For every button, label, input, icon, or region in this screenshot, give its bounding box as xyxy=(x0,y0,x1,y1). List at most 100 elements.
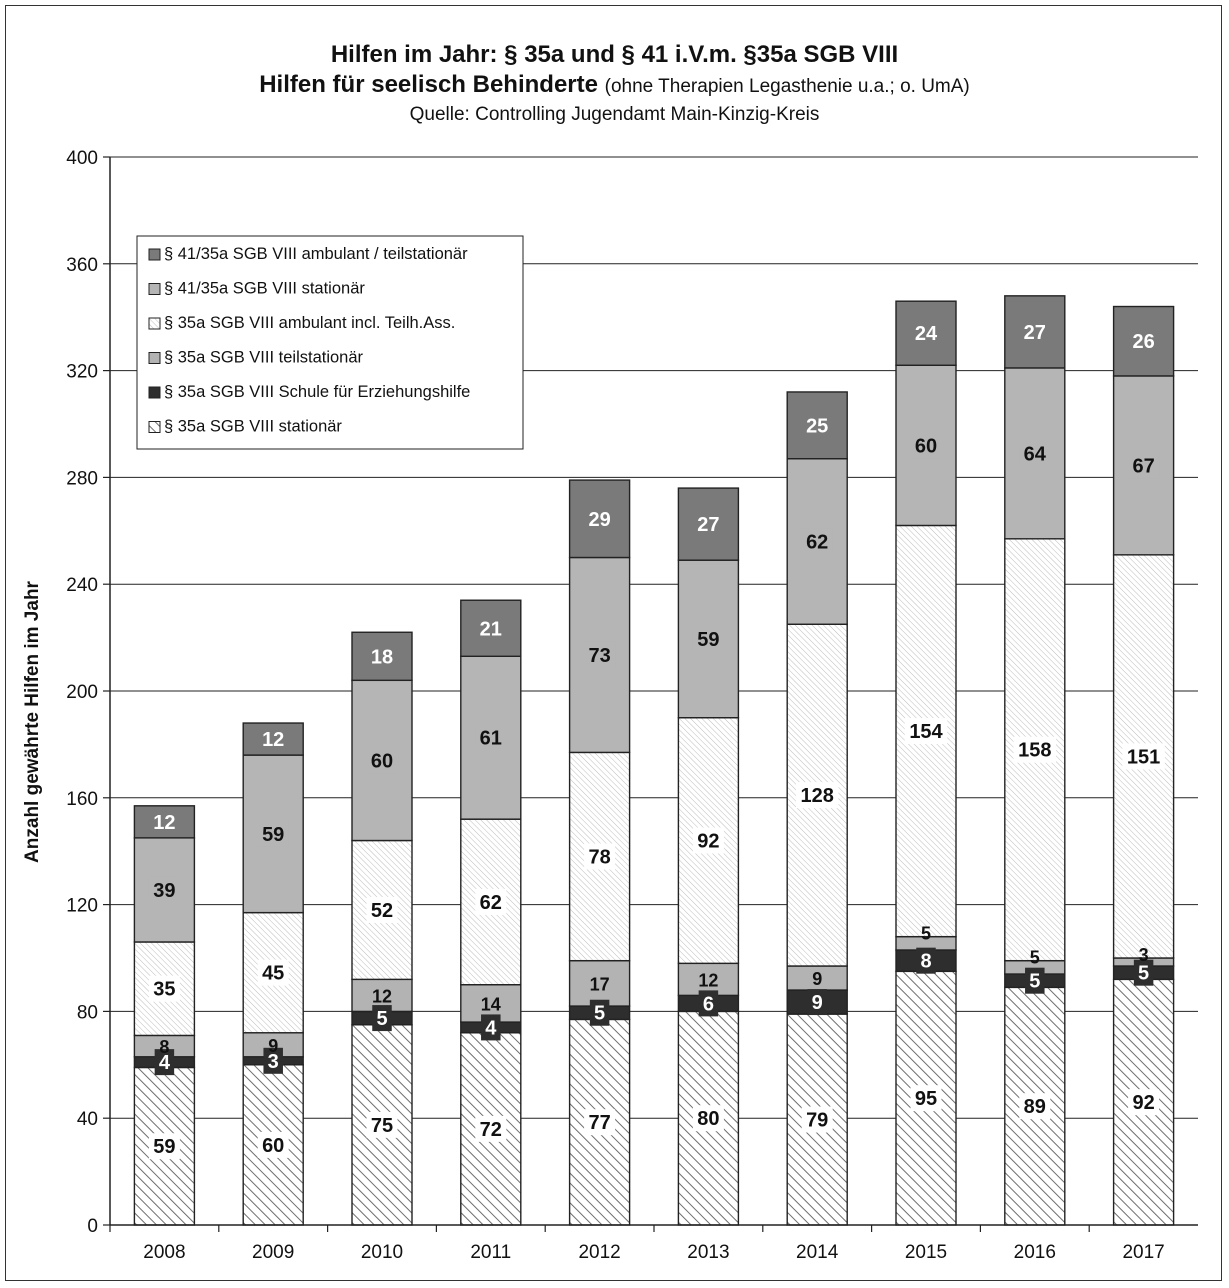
bars xyxy=(133,295,1175,1226)
data-label: 6 xyxy=(703,993,714,1015)
data-label: 35 xyxy=(153,979,175,1001)
chart-subtitle-note: (ohne Therapien Legasthenie u.a.; o. UmA… xyxy=(604,76,970,97)
data-label: 62 xyxy=(806,531,828,553)
data-label: 62 xyxy=(480,892,502,914)
legend-swatch xyxy=(148,317,161,330)
data-label: 27 xyxy=(1024,322,1046,344)
x-tick-label: 2010 xyxy=(361,1242,403,1263)
data-label: 79 xyxy=(806,1110,828,1132)
data-label: 27 xyxy=(697,514,719,536)
legend: § 41/35a SGB VIII ambulant / teilstation… xyxy=(136,235,524,450)
legend-swatch xyxy=(148,283,161,295)
data-label: 29 xyxy=(588,509,610,531)
data-label: 14 xyxy=(481,994,501,1014)
data-label: 75 xyxy=(371,1115,393,1137)
data-label: 61 xyxy=(480,728,502,750)
data-label-bg xyxy=(584,1109,616,1136)
y-tick-label: 240 xyxy=(66,575,98,596)
data-label: 128 xyxy=(801,785,834,807)
data-label-bg xyxy=(366,1111,398,1138)
data-label: 9 xyxy=(268,1036,278,1056)
chart-title-block: Hilfen im Jahr: § 35a und § 41 i.V.m. §3… xyxy=(0,40,1229,128)
chart-subtitle-bold: Hilfen für seelisch Behinderte xyxy=(259,71,598,98)
data-label: 59 xyxy=(697,629,719,651)
data-label-bg xyxy=(1133,959,1154,986)
data-label: 4 xyxy=(485,1017,497,1039)
data-label-bg xyxy=(257,959,289,986)
chart-subtitle: Hilfen für seelisch Behinderte (ohne The… xyxy=(0,70,1229,102)
x-tick-label: 2011 xyxy=(470,1242,511,1263)
legend-entry: § 35a SGB VIII stationär xyxy=(164,418,342,436)
data-label: 89 xyxy=(1024,1096,1046,1118)
data-label-bg xyxy=(910,1085,942,1112)
data-label: 8 xyxy=(159,1037,169,1057)
y-tick-label: 280 xyxy=(66,468,98,489)
x-tick-label: 2017 xyxy=(1122,1242,1164,1263)
data-label-bg xyxy=(257,820,289,847)
legend-entry: § 35a SGB VIII teilstationär xyxy=(164,349,364,367)
y-tick-label: 160 xyxy=(66,789,98,810)
x-tick-label: 2009 xyxy=(252,1242,294,1263)
data-label-bg xyxy=(475,1115,507,1142)
data-label-bg xyxy=(584,505,616,532)
legend-entry: § 35a SGB VIII ambulant incl. Teilh.Ass. xyxy=(164,314,455,332)
x-tick-label: 2015 xyxy=(905,1242,947,1263)
data-label-bg xyxy=(1013,736,1057,763)
y-axis-label: Anzahl gewährte Hilfen im Jahr xyxy=(22,580,43,862)
y-tick-label: 80 xyxy=(77,1002,98,1023)
data-label-bg xyxy=(1128,452,1160,479)
data-label-bg xyxy=(795,782,839,809)
legend-swatch xyxy=(148,421,161,433)
data-label: 158 xyxy=(1018,740,1051,762)
data-label: 151 xyxy=(1127,746,1160,768)
data-label: 5 xyxy=(594,1003,605,1025)
data-label: 154 xyxy=(909,721,943,743)
data-label: 60 xyxy=(262,1135,284,1157)
data-label: 67 xyxy=(1132,455,1154,477)
legend-box xyxy=(136,235,524,450)
data-label: 78 xyxy=(588,847,610,869)
legend-entry: § 41/35a SGB VIII stationär xyxy=(164,280,365,298)
y-tick-label: 400 xyxy=(66,148,98,169)
data-label: 95 xyxy=(915,1088,937,1110)
data-label-bg xyxy=(584,641,616,668)
data-label-bg xyxy=(1019,440,1051,467)
data-label-bg xyxy=(692,827,724,854)
data-label-bg xyxy=(692,1105,724,1132)
bar-segment xyxy=(568,959,631,1007)
data-label: 60 xyxy=(371,750,393,772)
data-label: 21 xyxy=(480,618,502,640)
data-label-bg xyxy=(263,1047,283,1074)
data-label: 24 xyxy=(915,323,938,345)
data-label-bg xyxy=(366,896,398,923)
data-label: 4 xyxy=(159,1052,171,1074)
data-label-bg xyxy=(698,990,719,1017)
data-label: 73 xyxy=(588,645,610,667)
x-tick-label: 2014 xyxy=(796,1242,839,1263)
data-label: 18 xyxy=(371,646,393,668)
chart-source: Quelle: Controlling Jugendamt Main-Kinzi… xyxy=(409,104,820,125)
data-label-bg xyxy=(904,718,948,745)
data-label: 8 xyxy=(920,951,931,973)
bar-segment xyxy=(786,965,848,991)
data-label: 3 xyxy=(268,1051,279,1073)
data-label: 5 xyxy=(1029,971,1040,993)
data-label-bg xyxy=(1019,318,1051,345)
data-label-bg xyxy=(148,1133,180,1160)
data-labels: 5948353912603945591275512526018724146261… xyxy=(148,318,1165,1160)
data-label: 9 xyxy=(812,969,822,989)
data-label-bg xyxy=(1019,1093,1051,1120)
data-label: 3 xyxy=(1139,945,1149,965)
data-label-bg xyxy=(366,747,398,774)
data-label-bg xyxy=(475,888,507,915)
data-label: 5 xyxy=(1030,948,1040,968)
data-label-bg xyxy=(1025,967,1045,994)
data-label: 92 xyxy=(697,831,719,853)
x-tick-label: 2012 xyxy=(578,1242,620,1263)
data-label-bg xyxy=(257,726,289,753)
data-label: 92 xyxy=(1132,1092,1154,1114)
legend-entry: § 35a SGB VIII Schule für Erziehungshilf… xyxy=(164,383,470,401)
data-label: 5 xyxy=(1138,963,1149,985)
data-label: 64 xyxy=(1024,443,1047,465)
